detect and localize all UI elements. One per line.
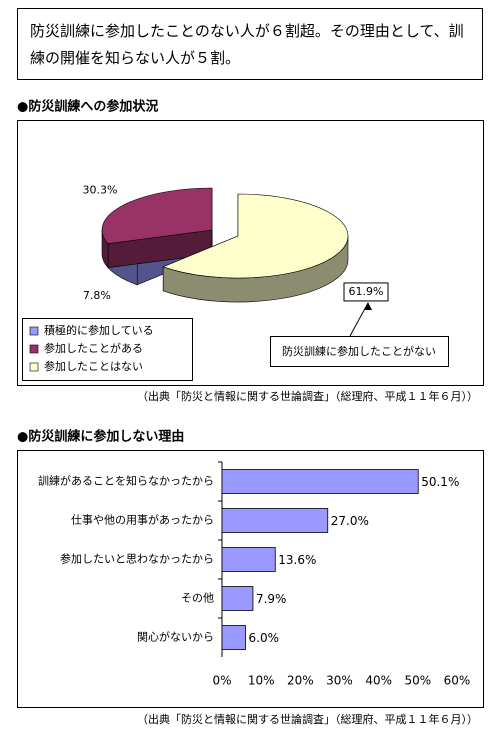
legend-swatch — [29, 344, 39, 354]
x-tick-label: 30% — [326, 674, 353, 688]
y-tick-label: 訓練があることを知らなかったから — [38, 474, 214, 488]
data-label: 61.9% — [349, 285, 384, 298]
legend — [22, 318, 193, 381]
y-tick-label: 関心がないから — [137, 630, 214, 644]
data-label: 7.9% — [256, 592, 286, 606]
data-label: 6.0% — [249, 631, 280, 645]
legend-label: 参加したことがある — [44, 341, 143, 355]
bar — [221, 469, 419, 494]
x-tick-label: 20% — [287, 674, 314, 688]
source: （出典「防災と情報に関する世論調査」（総理府、平成１１年６月）） — [137, 389, 478, 403]
legend-label: 参加したことはない — [44, 359, 143, 373]
slice-top — [162, 193, 349, 279]
x-tick-label: 60% — [444, 674, 471, 688]
bar — [221, 625, 246, 650]
section-title: ●防災訓練への参加状況 — [17, 99, 158, 115]
data-label: 7.8% — [83, 289, 111, 302]
source: （出典「防災と情報に関する世論調査」（総理府、平成１１年６月）） — [137, 712, 478, 726]
y-tick-label: 参加したいと思わなかったから — [60, 552, 214, 566]
callout-box — [270, 336, 449, 367]
x-tick-label: 0% — [212, 674, 231, 688]
pie-slice — [162, 193, 349, 303]
legend-label: 積極的に参加している — [44, 323, 154, 337]
bar — [221, 508, 329, 533]
annotation: 防災訓練に参加したことがない — [282, 344, 436, 358]
x-tick-label: 50% — [404, 674, 431, 688]
data-label: 30.3% — [83, 183, 118, 196]
x-tick-label: 40% — [365, 674, 392, 688]
data-label: 50.1% — [421, 475, 459, 489]
y-tick-label: その他 — [181, 592, 214, 605]
data-label: 13.6% — [278, 553, 316, 567]
section-title: ●防災訓練に参加しない理由 — [17, 429, 184, 445]
bar — [221, 547, 276, 572]
label-box — [343, 282, 389, 302]
legend-swatch — [29, 326, 39, 336]
chart-frame — [17, 120, 484, 386]
pie-slice — [101, 187, 213, 269]
y-tick-label: 仕事や他の用事があったから — [71, 513, 214, 527]
chart-frame — [17, 450, 484, 708]
legend-swatch — [29, 362, 39, 372]
bar — [221, 586, 254, 611]
headline: 防災訓練に参加したことのない人が６割超。その理由として、訓練の開催を知らない人が… — [17, 8, 483, 80]
x-tick-label: 10% — [248, 674, 275, 688]
arrow-head — [364, 301, 373, 310]
data-label: 27.0% — [331, 514, 369, 528]
slice-top — [101, 187, 213, 245]
